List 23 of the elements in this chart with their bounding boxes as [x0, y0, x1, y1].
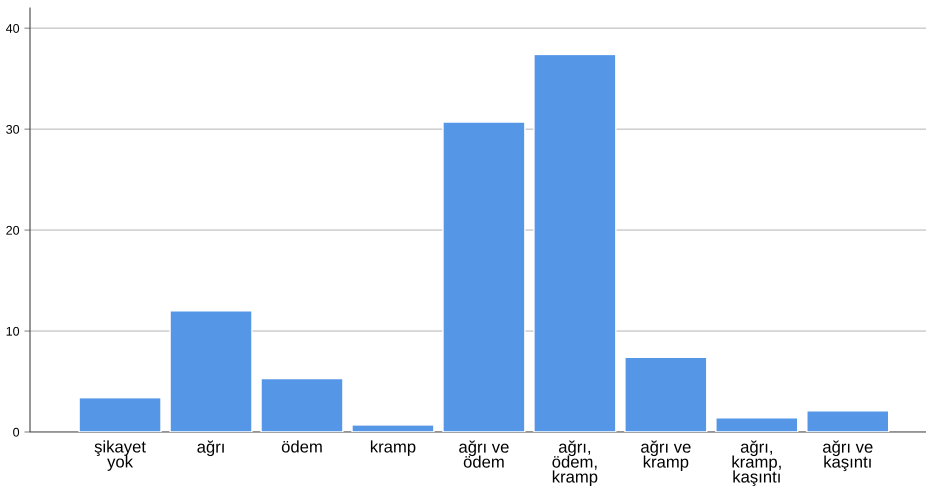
y-tick-label: 20	[6, 226, 20, 235]
y-tick-label: 30	[6, 124, 20, 134]
x-tick-label: ağrı, kramp, kaşıntı	[732, 440, 781, 486]
x-tick-label: ağrı, ödem, kramp	[552, 440, 598, 486]
x-tick-label: kramp	[370, 440, 416, 456]
bar	[169, 310, 253, 432]
x-tick-label: ağrı ve kaşıntı	[823, 440, 873, 472]
bar	[715, 417, 798, 432]
x-tick-label: ağrı ve ödem	[459, 440, 509, 468]
bar	[806, 410, 890, 432]
bar	[442, 121, 526, 432]
bar	[351, 424, 435, 432]
bar	[624, 356, 708, 432]
y-tick-label: 0	[13, 428, 20, 437]
x-tick-label: ödem	[282, 440, 322, 453]
x-tick-label: ağrı ve kramp	[641, 440, 691, 472]
x-tick-label: şikayet yok	[94, 440, 146, 471]
y-tick-label: 40	[6, 24, 20, 33]
bar	[533, 54, 617, 432]
y-tick-label: 10	[6, 326, 20, 336]
bar	[78, 396, 162, 432]
x-tick-label: ağrı	[197, 440, 224, 456]
bar	[260, 378, 344, 432]
